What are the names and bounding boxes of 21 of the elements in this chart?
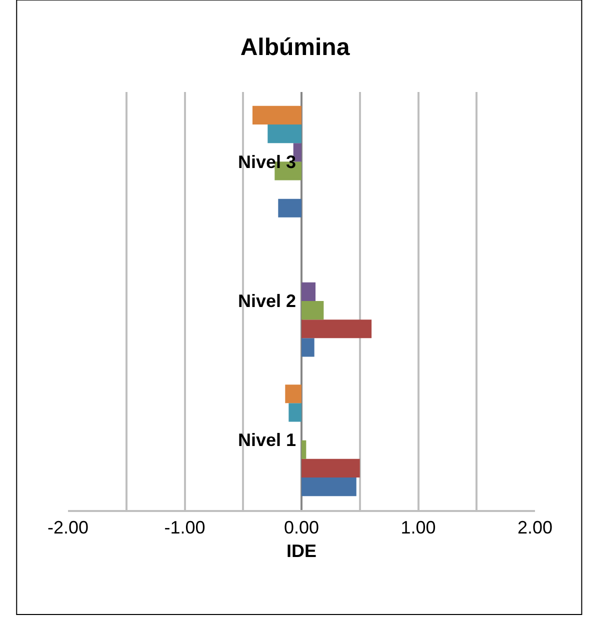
bar (288, 403, 302, 422)
bar (278, 198, 302, 218)
y-tick-label: Nivel 1 (238, 430, 296, 450)
x-axis-title: IDE (286, 541, 317, 562)
x-tick-label: -1.00 (164, 518, 206, 538)
bar (302, 282, 316, 301)
bar (302, 338, 314, 357)
bar (302, 301, 324, 320)
chart-title: Albúmina (240, 34, 350, 61)
bar (268, 124, 302, 144)
bar (285, 384, 302, 404)
x-tick-label: 2.00 (517, 518, 553, 538)
bar (252, 106, 302, 125)
bar (302, 458, 360, 478)
y-tick-label: Nivel 2 (238, 291, 296, 311)
bar (302, 440, 306, 459)
bar (302, 320, 372, 338)
x-tick-label: 1.00 (400, 518, 436, 538)
bar (302, 477, 356, 496)
x-tick-label: 0.00 (284, 518, 320, 538)
x-tick-label: -2.00 (47, 518, 89, 538)
